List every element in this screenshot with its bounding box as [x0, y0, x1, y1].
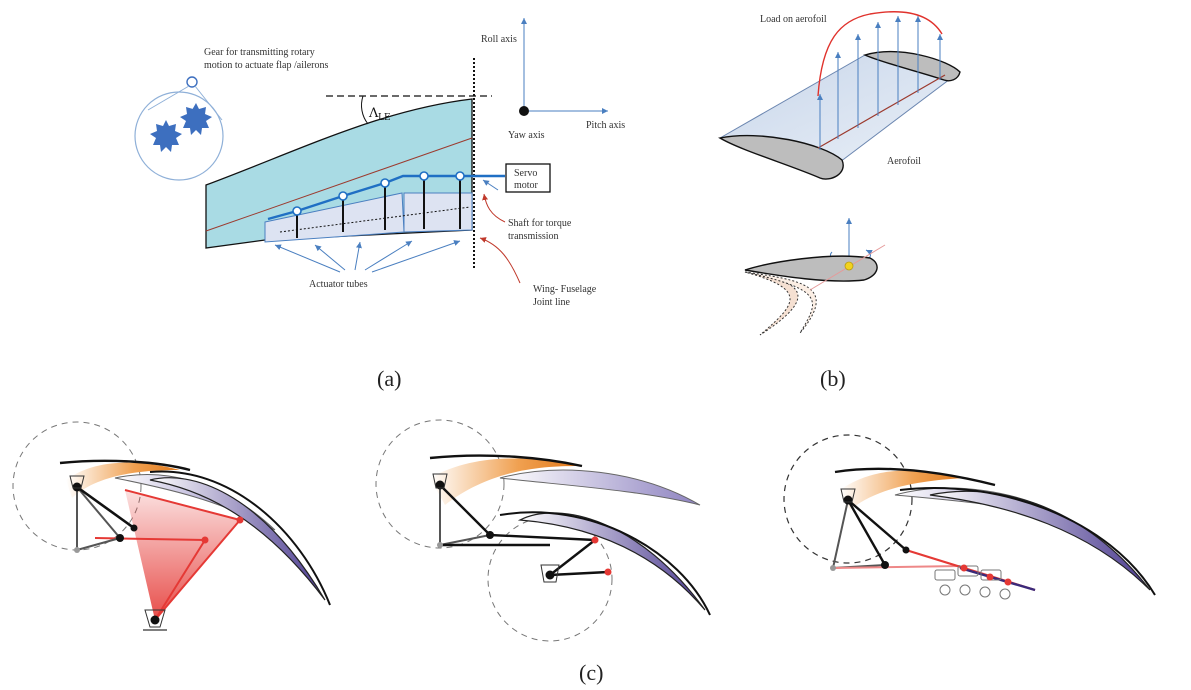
- gear-icon: [180, 103, 212, 135]
- panel-c-mechanism-3: [783, 434, 1156, 600]
- axes-symbol: [519, 18, 608, 116]
- gear-label-line2: motion to actuate flap /ailerons: [204, 60, 329, 71]
- panel-b: Load on aerofoil Aerofoil (b): [718, 11, 961, 391]
- joint-label-line2: Joint line: [533, 297, 571, 308]
- gear-label-line1: Gear for transmitting rotary: [204, 47, 315, 58]
- actuator-label: Actuator tubes: [309, 279, 368, 290]
- servo-motor-box: [505, 163, 551, 193]
- servo-label-line1: Servo: [514, 168, 537, 179]
- caption-a: (a): [377, 366, 401, 391]
- aerofoil-section-far: [863, 51, 961, 82]
- load-label: Load on aerofoil: [760, 14, 827, 25]
- panel-c-mechanism-1: [12, 421, 331, 631]
- load-curve: [817, 11, 943, 97]
- flap-outboard: [403, 192, 473, 233]
- caption-b: (b): [820, 366, 846, 391]
- gear-inset: [134, 76, 224, 181]
- gear-icon: [150, 120, 182, 152]
- aerofoil-label: Aerofoil: [887, 156, 921, 167]
- panel-a: Gear for transmitting rotary motion to a…: [134, 18, 625, 391]
- roll-axis-label: Roll axis: [481, 34, 517, 45]
- deflected-aerofoil-1: [744, 271, 799, 336]
- deflected-aerofoil-2: [744, 271, 817, 334]
- sweep-angle-subscript: LE: [378, 113, 391, 123]
- pitch-axis-label: Pitch axis: [586, 120, 625, 131]
- pitching-aerofoil: [744, 255, 878, 282]
- actuator-tubes: [296, 176, 461, 238]
- load-arrows: [817, 16, 943, 150]
- quarter-chord-line: [205, 137, 473, 232]
- caption-c: (c): [579, 660, 603, 685]
- joint-label-line1: Wing- Fuselage: [533, 284, 597, 295]
- shaft-label-line2: transmission: [508, 231, 559, 242]
- yaw-axis-label: Yaw axis: [508, 130, 545, 141]
- panel-c-mechanism-2: [375, 419, 711, 642]
- servo-label-line2: motor: [514, 180, 539, 191]
- torque-shaft: [267, 174, 505, 221]
- shaft-label-line1: Shaft for torque: [508, 218, 572, 229]
- sweep-angle-symbol: Λ: [368, 106, 379, 121]
- aerofoil-section-near: [718, 134, 844, 180]
